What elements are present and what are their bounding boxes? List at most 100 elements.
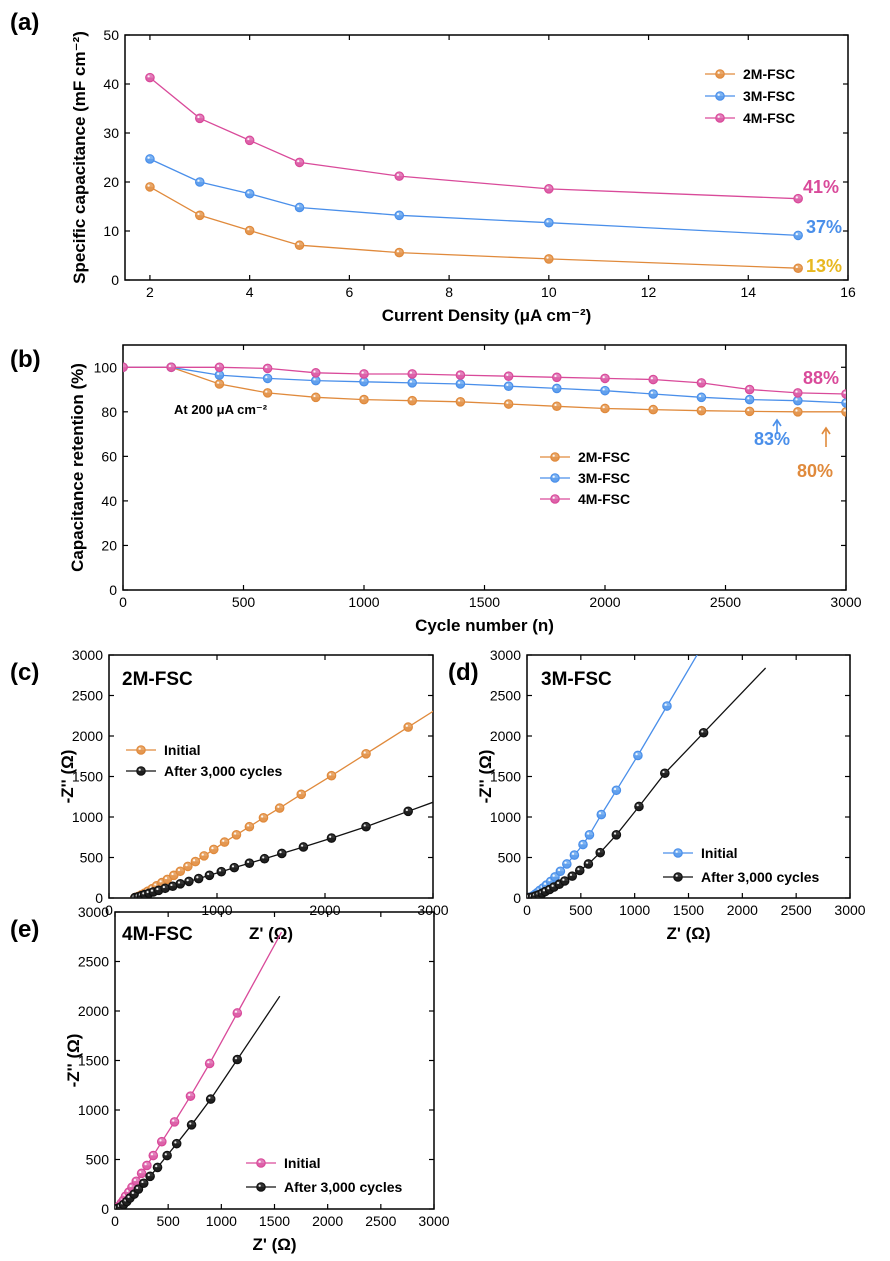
data-point	[503, 371, 514, 381]
marker-lower-half	[841, 411, 846, 417]
marker-highlight	[197, 212, 200, 216]
plot-frame	[114, 911, 435, 1210]
marker-highlight	[554, 403, 557, 407]
legend-marker	[136, 745, 146, 755]
data-point	[274, 803, 285, 813]
data-point	[841, 398, 846, 408]
marker-highlight	[396, 250, 400, 253]
data-point	[600, 385, 610, 396]
x-tick-label: 1500	[469, 594, 500, 610]
legend-item: 2M-FSC	[705, 66, 795, 82]
marker-highlight	[265, 390, 268, 393]
marker-lower-half	[256, 1163, 266, 1168]
marker-highlight	[258, 1184, 261, 1187]
marker-lower-half	[134, 1189, 143, 1194]
marker-lower-half	[233, 1012, 242, 1018]
marker-lower-half	[172, 1143, 181, 1148]
x-tick-label: 2500	[365, 1213, 396, 1229]
marker-lower-half	[550, 457, 560, 462]
marker-highlight	[396, 212, 400, 216]
marker-lower-half	[153, 1167, 162, 1172]
data-point	[326, 833, 337, 843]
marker-highlight	[598, 812, 602, 815]
marker-highlight	[313, 378, 316, 381]
marker-lower-half	[697, 410, 706, 415]
legend-item: 4M-FSC	[705, 110, 795, 126]
marker-lower-half	[715, 74, 725, 79]
marker-highlight	[279, 851, 282, 854]
data-point	[294, 157, 305, 168]
marker-lower-half	[142, 1165, 152, 1170]
y-tick-label: 1000	[78, 1102, 109, 1118]
data-point	[361, 749, 371, 759]
marker-lower-half	[793, 392, 802, 398]
x-tick-label: 1000	[206, 1213, 237, 1229]
data-point	[310, 375, 321, 386]
marker-lower-half	[549, 887, 559, 892]
data-point	[219, 837, 230, 847]
data-point	[276, 848, 287, 859]
marker-lower-half	[395, 215, 404, 220]
data-point	[698, 727, 709, 738]
marker-highlight	[405, 724, 408, 727]
marker-highlight	[405, 808, 408, 812]
marker-highlight	[217, 372, 220, 375]
marker-highlight	[247, 191, 250, 194]
x-tick-label: 2000	[727, 902, 758, 918]
marker-highlight	[156, 887, 159, 891]
marker-highlight	[329, 835, 332, 838]
marker-lower-half	[233, 1059, 242, 1064]
panel-label: (d)	[448, 659, 479, 686]
data-point	[696, 392, 707, 403]
x-tick-label: 0	[119, 594, 127, 610]
legend-label: After 3,000 cycles	[164, 763, 283, 779]
y-tick-label: 0	[513, 890, 521, 906]
marker-highlight	[699, 380, 702, 383]
marker-lower-half	[187, 1124, 196, 1130]
marker-highlight	[297, 242, 300, 246]
data-point	[214, 370, 225, 380]
marker-highlight	[297, 160, 300, 163]
data-point	[407, 395, 417, 406]
marker-highlight	[585, 861, 589, 864]
marker-lower-half	[295, 245, 304, 250]
legend-label: 2M-FSC	[578, 449, 630, 465]
data-point	[455, 370, 466, 380]
marker-highlight	[147, 156, 150, 159]
marker-highlight	[258, 1160, 261, 1163]
marker-lower-half	[408, 373, 417, 379]
data-layer	[527, 655, 767, 898]
marker-lower-half	[295, 207, 304, 212]
marker-lower-half	[699, 732, 708, 737]
marker-lower-half	[361, 826, 371, 831]
data-point	[183, 861, 193, 872]
retention-annotation: 37%	[806, 217, 842, 237]
data-point	[792, 395, 803, 406]
data-point	[184, 876, 194, 887]
marker-lower-half	[194, 878, 203, 883]
marker-highlight	[174, 1141, 177, 1144]
marker-lower-half	[205, 875, 214, 880]
data-point	[232, 1054, 243, 1065]
marker-lower-half	[137, 1173, 146, 1178]
marker-highlight	[506, 383, 509, 387]
y-tick-label: 0	[95, 890, 103, 906]
marker-lower-half	[585, 834, 594, 840]
marker-highlight	[557, 868, 561, 872]
annotations: 2M-FSC 3M-FSC 4M-FSC 41% 37% 13% At 200 μA cm⁻…	[122, 177, 842, 945]
data-point	[296, 789, 307, 800]
x-axis-label: Z' (Ω)	[666, 924, 710, 943]
marker-lower-half	[275, 808, 284, 813]
data-point	[186, 1120, 197, 1130]
data-point	[403, 806, 413, 817]
y-axis-label: -Z'' (Ω)	[476, 750, 495, 804]
marker-lower-half	[568, 876, 577, 881]
marker-lower-half	[245, 826, 254, 831]
legend-label: 2M-FSC	[743, 66, 795, 82]
data-point	[611, 830, 622, 840]
marker-highlight	[207, 1061, 210, 1064]
marker-lower-half	[575, 870, 584, 875]
marker-lower-half	[232, 834, 241, 840]
y-tick-label: 2500	[490, 688, 521, 704]
marker-lower-half	[136, 750, 146, 755]
